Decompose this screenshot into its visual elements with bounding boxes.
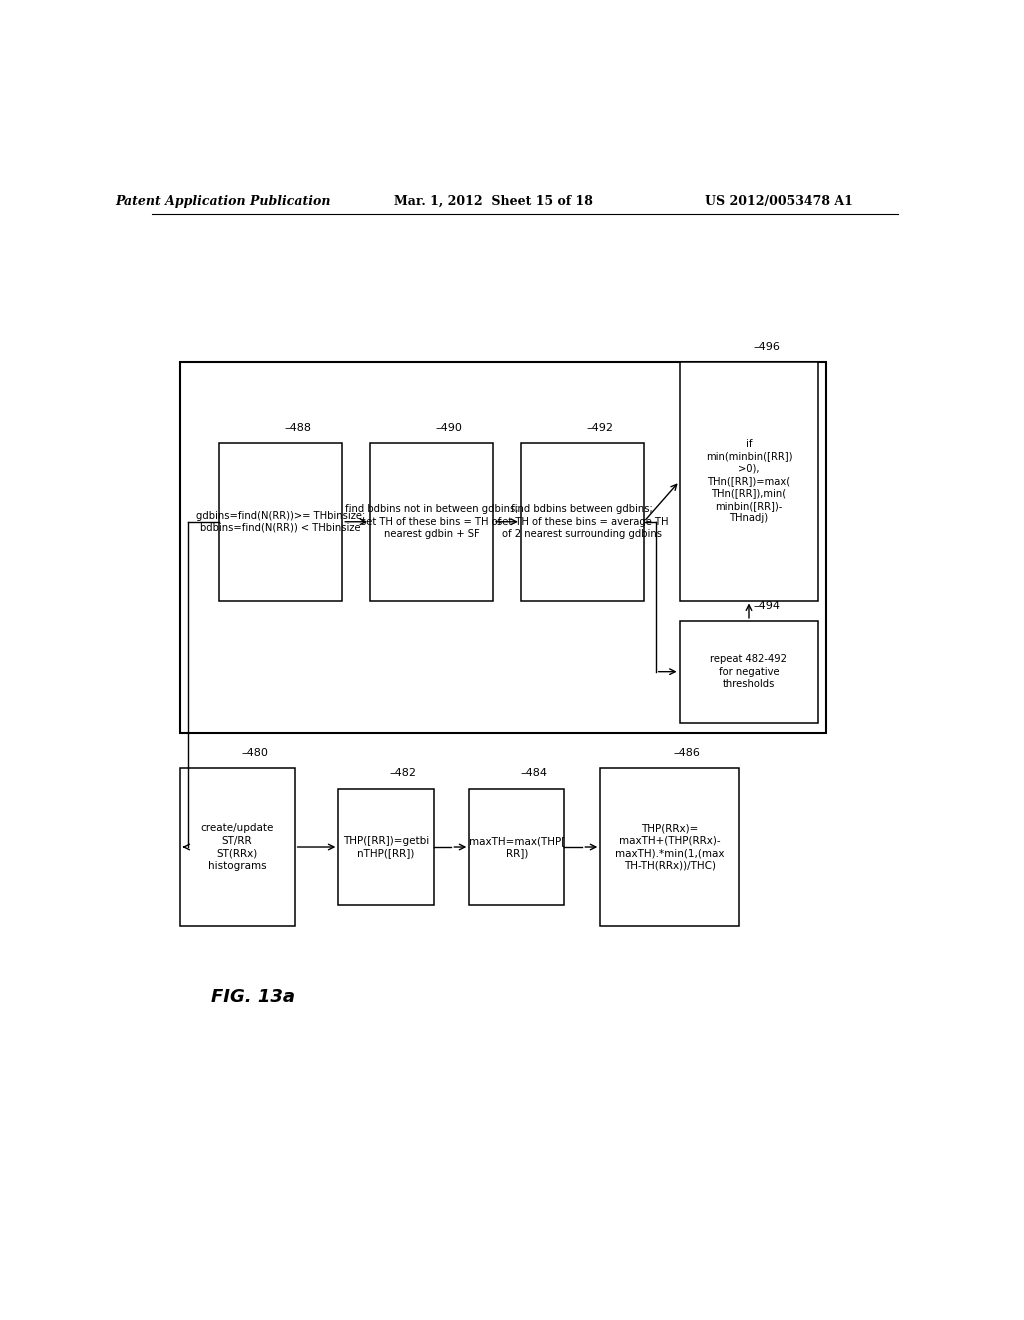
Text: FIG. 13a: FIG. 13a	[211, 987, 295, 1006]
Bar	[600, 768, 739, 925]
Bar	[179, 768, 295, 925]
Bar	[680, 620, 818, 722]
Text: repeat 482-492
for negative
thresholds: repeat 482-492 for negative thresholds	[711, 655, 787, 689]
Text: –486: –486	[674, 748, 700, 758]
Text: –488: –488	[285, 422, 311, 433]
Text: THP(RRx)=
maxTH+(THP(RRx)-
maxTH).*min(1,(max
TH-TH(RRx))/THC): THP(RRx)= maxTH+(THP(RRx)- maxTH).*min(1…	[614, 824, 724, 871]
Text: find bdbins not in between gdbins;
set TH of these bins = TH of
nearest gdbin + : find bdbins not in between gdbins; set T…	[345, 504, 518, 539]
Bar	[469, 788, 564, 906]
Text: if
min(minbin([RR])
>0),
THn([RR])=max(
THn([RR]),min(
minbin([RR])-
THnadj): if min(minbin([RR]) >0), THn([RR])=max( …	[706, 440, 793, 523]
Bar	[680, 362, 818, 601]
Bar	[179, 362, 826, 733]
Text: gdbins=find(N(RR))>= THbinsize;
bdbins=find(N(RR)) < THbinsize: gdbins=find(N(RR))>= THbinsize; bdbins=f…	[197, 511, 366, 533]
Text: –492: –492	[587, 422, 613, 433]
Text: US 2012/0053478 A1: US 2012/0053478 A1	[705, 194, 853, 207]
Text: Mar. 1, 2012  Sheet 15 of 18: Mar. 1, 2012 Sheet 15 of 18	[393, 194, 593, 207]
Text: find bdbins between gdbins;
set TH of these bins = average TH
of 2 nearest surro: find bdbins between gdbins; set TH of th…	[497, 504, 668, 539]
Text: –490: –490	[435, 422, 463, 433]
Bar	[370, 444, 494, 601]
Text: Patent Application Publication: Patent Application Publication	[116, 194, 331, 207]
Text: –480: –480	[241, 748, 268, 758]
Text: –494: –494	[753, 601, 780, 611]
Bar	[521, 444, 644, 601]
Text: THP([RR])=getbi
nTHP([RR]): THP([RR])=getbi nTHP([RR])	[343, 836, 429, 858]
Bar	[338, 788, 433, 906]
Text: –482: –482	[390, 768, 417, 779]
Text: create/update
ST/RR
ST(RRx)
histograms: create/update ST/RR ST(RRx) histograms	[201, 824, 273, 871]
Text: –496: –496	[753, 342, 780, 351]
Bar	[219, 444, 342, 601]
Text: maxTH=max(THP[
RR]): maxTH=max(THP[ RR])	[469, 836, 565, 858]
Text: –484: –484	[521, 768, 548, 779]
